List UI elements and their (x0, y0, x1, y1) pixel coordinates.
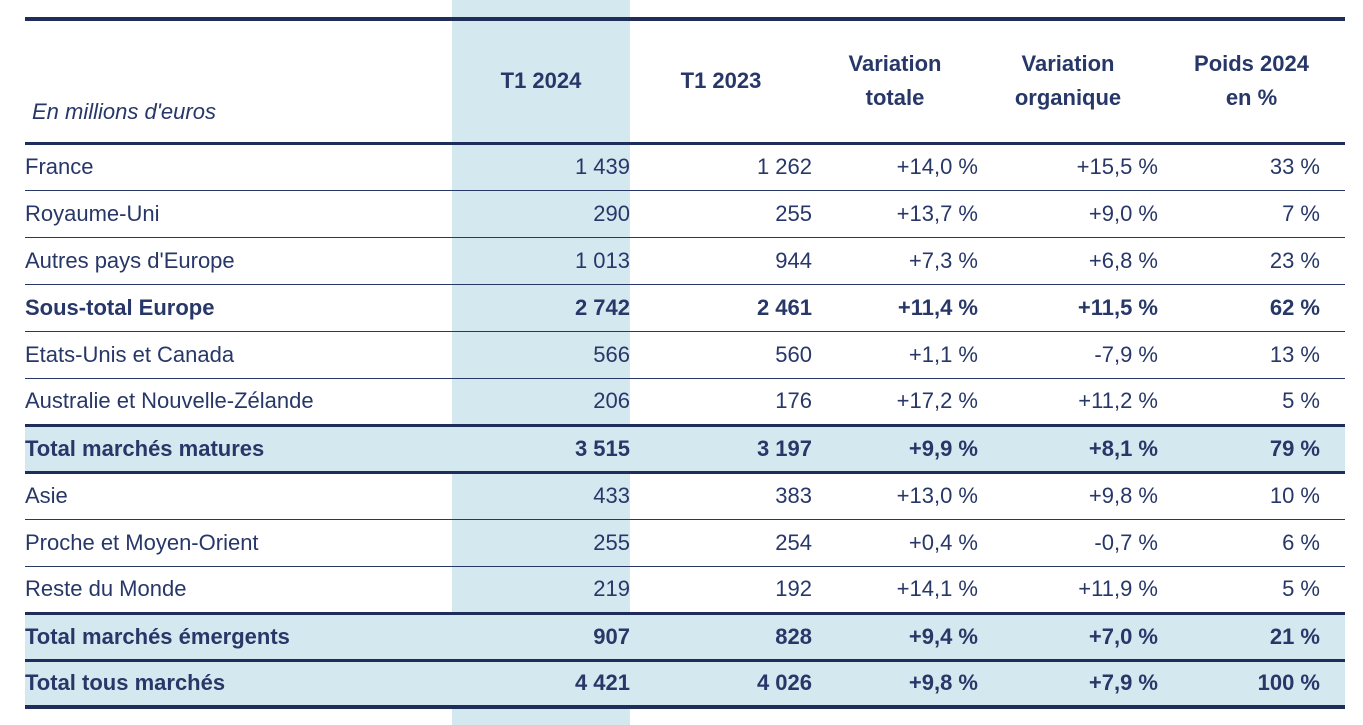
cell-poids: 13 % (1158, 331, 1345, 379)
cell-label: Asie (25, 472, 452, 520)
cell-variation-organique: +7,0 % (978, 611, 1158, 662)
cell-t1-2024: 4 421 (452, 658, 630, 709)
table-row-royaume-uni: Royaume-Uni 290 255 +13,7 % +9,0 % 7 % (25, 190, 1345, 238)
cell-t1-2023: 560 (630, 331, 812, 379)
cell-variation-organique: +11,9 % (978, 566, 1158, 614)
cell-variation-totale: +9,9 % (812, 423, 978, 474)
cell-t1-2024: 433 (452, 472, 630, 520)
cell-poids: 21 % (1158, 611, 1345, 662)
cell-t1-2024: 907 (452, 611, 630, 662)
cell-label: Total marchés émergents (25, 611, 452, 662)
cell-variation-organique: +8,1 % (978, 423, 1158, 474)
cell-variation-organique: +15,5 % (978, 143, 1158, 191)
cell-variation-totale: +7,3 % (812, 237, 978, 285)
column-header-t1-2023: T1 2023 (630, 17, 812, 145)
cell-t1-2023: 255 (630, 190, 812, 238)
table-row-proche-moyen-orient: Proche et Moyen-Orient 255 254 +0,4 % -0… (25, 519, 1345, 567)
cell-poids: 62 % (1158, 284, 1345, 332)
cell-variation-totale: +9,8 % (812, 658, 978, 709)
cell-variation-totale: +13,0 % (812, 472, 978, 520)
cell-t1-2023: 828 (630, 611, 812, 662)
cell-variation-totale: +1,1 % (812, 331, 978, 379)
cell-variation-organique: +11,2 % (978, 378, 1158, 426)
table-row-total-tous-marches: Total tous marchés 4 421 4 026 +9,8 % +7… (25, 658, 1345, 709)
cell-label: Etats-Unis et Canada (25, 331, 452, 379)
cell-t1-2023: 944 (630, 237, 812, 285)
cell-poids: 6 % (1158, 519, 1345, 567)
cell-poids: 100 % (1158, 658, 1345, 709)
cell-t1-2023: 176 (630, 378, 812, 426)
table-row-asie: Asie 433 383 +13,0 % +9,8 % 10 % (25, 472, 1345, 520)
cell-poids: 23 % (1158, 237, 1345, 285)
cell-t1-2024: 206 (452, 378, 630, 426)
cell-poids: 79 % (1158, 423, 1345, 474)
cell-variation-totale: +0,4 % (812, 519, 978, 567)
cell-poids: 33 % (1158, 143, 1345, 191)
cell-label: Sous-total Europe (25, 284, 452, 332)
cell-label: Royaume-Uni (25, 190, 452, 238)
cell-t1-2024: 566 (452, 331, 630, 379)
table-row-total-marches-matures: Total marchés matures 3 515 3 197 +9,9 %… (25, 423, 1345, 474)
cell-t1-2024: 1 439 (452, 143, 630, 191)
table-row-etats-unis-canada: Etats-Unis et Canada 566 560 +1,1 % -7,9… (25, 331, 1345, 379)
cell-variation-totale: +11,4 % (812, 284, 978, 332)
cell-variation-organique: -0,7 % (978, 519, 1158, 567)
cell-t1-2024: 1 013 (452, 237, 630, 285)
table-row-autres-pays-europe: Autres pays d'Europe 1 013 944 +7,3 % +6… (25, 237, 1345, 285)
cell-variation-organique: +11,5 % (978, 284, 1158, 332)
table-row-reste-du-monde: Reste du Monde 219 192 +14,1 % +11,9 % 5… (25, 566, 1345, 614)
cell-label: Australie et Nouvelle-Zélande (25, 378, 452, 426)
cell-variation-totale: +14,0 % (812, 143, 978, 191)
cell-poids: 5 % (1158, 566, 1345, 614)
cell-t1-2023: 3 197 (630, 423, 812, 474)
cell-t1-2023: 1 262 (630, 143, 812, 191)
cell-t1-2023: 4 026 (630, 658, 812, 709)
cell-t1-2024: 255 (452, 519, 630, 567)
cell-poids: 10 % (1158, 472, 1345, 520)
column-header-variation-totale: Variation totale (812, 17, 978, 145)
cell-variation-organique: +7,9 % (978, 658, 1158, 709)
table-row-australie-nouvelle-zelande: Australie et Nouvelle-Zélande 206 176 +1… (25, 378, 1345, 426)
cell-poids: 7 % (1158, 190, 1345, 238)
table-header-row: En millions d'euros T1 2024 T1 2023 Vari… (25, 17, 1345, 145)
cell-t1-2024: 219 (452, 566, 630, 614)
table-row-sous-total-europe: Sous-total Europe 2 742 2 461 +11,4 % +1… (25, 284, 1345, 332)
column-header-poids-2024: Poids 2024 en % (1158, 17, 1345, 145)
cell-variation-totale: +13,7 % (812, 190, 978, 238)
cell-label: Autres pays d'Europe (25, 237, 452, 285)
cell-label: Total tous marchés (25, 658, 452, 709)
cell-variation-totale: +17,2 % (812, 378, 978, 426)
cell-variation-organique: +6,8 % (978, 237, 1158, 285)
cell-label: Reste du Monde (25, 566, 452, 614)
unit-label: En millions d'euros (25, 17, 452, 145)
cell-t1-2023: 254 (630, 519, 812, 567)
cell-t1-2023: 192 (630, 566, 812, 614)
column-header-t1-2024: T1 2024 (452, 17, 630, 145)
cell-t1-2023: 2 461 (630, 284, 812, 332)
cell-variation-organique: -7,9 % (978, 331, 1158, 379)
cell-t1-2023: 383 (630, 472, 812, 520)
cell-t1-2024: 3 515 (452, 423, 630, 474)
cell-label: France (25, 143, 452, 191)
cell-variation-totale: +9,4 % (812, 611, 978, 662)
cell-t1-2024: 290 (452, 190, 630, 238)
table-row-total-marches-emergents: Total marchés émergents 907 828 +9,4 % +… (25, 611, 1345, 662)
cell-variation-totale: +14,1 % (812, 566, 978, 614)
cell-variation-organique: +9,0 % (978, 190, 1158, 238)
cell-variation-organique: +9,8 % (978, 472, 1158, 520)
table-row-france: France 1 439 1 262 +14,0 % +15,5 % 33 % (25, 143, 1345, 191)
cell-poids: 5 % (1158, 378, 1345, 426)
cell-label: Total marchés matures (25, 423, 452, 474)
cell-t1-2024: 2 742 (452, 284, 630, 332)
revenue-by-region-table: En millions d'euros T1 2024 T1 2023 Vari… (25, 17, 1345, 709)
column-header-variation-organique: Variation organique (978, 17, 1158, 145)
cell-label: Proche et Moyen-Orient (25, 519, 452, 567)
